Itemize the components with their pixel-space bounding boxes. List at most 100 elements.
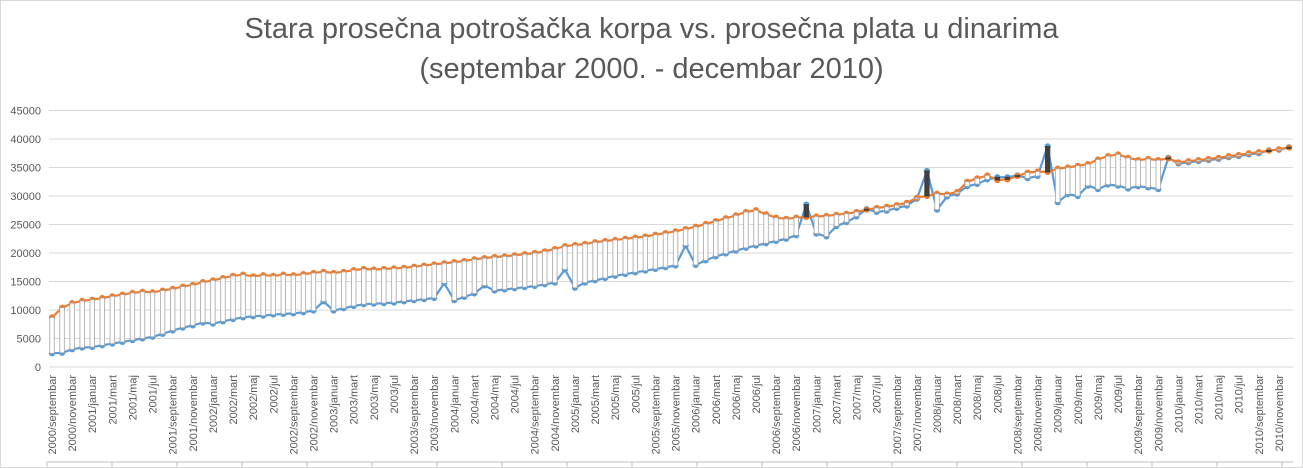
up-bar <box>1256 151 1262 154</box>
x-tick-label: 2008/septembar <box>1012 375 1024 455</box>
up-bar <box>1095 159 1101 190</box>
up-bar <box>642 236 649 272</box>
up-bar <box>582 243 588 284</box>
up-bar <box>692 226 699 266</box>
x-tick-label: 2003/septembar <box>409 375 421 455</box>
up-bar <box>954 191 960 195</box>
up-bar <box>562 245 568 270</box>
x-tick-label: 2004/jul <box>510 375 522 414</box>
up-bar <box>260 274 266 317</box>
x-tick-label: 2007/maj <box>852 375 864 420</box>
updown-bars <box>49 146 1292 354</box>
x-tick-label: 2002/januar <box>208 375 220 433</box>
x-tick-label: 2001/novembar <box>188 375 200 452</box>
up-bar <box>964 181 970 187</box>
up-bar <box>793 217 799 236</box>
x-tick-label: 2005/januar <box>570 375 582 433</box>
up-bar <box>1034 171 1041 177</box>
up-bar <box>210 279 216 325</box>
y-tick-label: 10000 <box>10 305 41 317</box>
up-bar <box>1215 157 1222 160</box>
series-plata-polyline <box>50 145 1291 355</box>
down-bar <box>1165 157 1171 160</box>
x-tick-label: 2009/septembar <box>1133 375 1145 455</box>
y-tick-label: 15000 <box>10 277 41 289</box>
x-tick-label: 2008/mart <box>952 375 964 425</box>
up-bar <box>240 274 246 318</box>
up-bar <box>682 228 689 246</box>
x-tick-label: 2009/novembar <box>1153 375 1165 452</box>
up-bar <box>441 262 447 284</box>
up-bar <box>1185 160 1192 163</box>
up-bar <box>743 211 749 249</box>
up-bar <box>914 197 920 200</box>
up-bar <box>431 263 437 299</box>
x-tick-label: 2010/januar <box>1173 375 1185 433</box>
x-tick-label: 2005/jul <box>630 375 642 414</box>
up-bar <box>371 269 377 305</box>
x-tick-label: 2001/januar <box>87 375 99 433</box>
x-tick-label: 2007/mart <box>831 375 843 425</box>
up-bar <box>401 267 407 302</box>
up-bar <box>230 275 236 320</box>
up-bar <box>773 217 779 242</box>
up-bar <box>1105 155 1111 186</box>
down-bar <box>1014 175 1021 178</box>
x-tick-label: 2008/novembar <box>1033 375 1045 452</box>
up-bar <box>843 213 850 223</box>
up-bar <box>1145 158 1151 188</box>
up-bar <box>974 177 980 185</box>
up-bar <box>713 220 719 257</box>
x-tick-label: 2002/jul <box>268 375 280 414</box>
up-bar <box>451 261 457 301</box>
up-bar <box>79 300 85 349</box>
x-tick-label: 2003/maj <box>369 375 381 420</box>
x-tick-label: 2010/mart <box>1193 375 1205 425</box>
up-bar <box>532 252 538 287</box>
down-bar <box>863 208 870 211</box>
up-bar <box>180 286 186 329</box>
down-bar <box>1004 176 1011 180</box>
up-bar <box>89 299 95 348</box>
down-bar <box>994 176 1001 181</box>
up-bar <box>783 218 789 240</box>
x-tick-label: 2008/jul <box>992 375 1004 414</box>
up-bar <box>280 274 286 315</box>
y-tick-label: 0 <box>35 362 41 374</box>
x-tick-label: 2009/jul <box>1113 375 1125 414</box>
x-tick-label: 2010/novembar <box>1274 375 1286 452</box>
x-tick-label: 2007/januar <box>811 375 823 433</box>
x-tick-label: 2004/januar <box>449 375 461 433</box>
up-bar <box>1065 167 1071 195</box>
up-bar <box>421 265 427 300</box>
up-bar <box>522 253 528 288</box>
up-bar <box>129 292 136 341</box>
up-bar <box>471 258 478 294</box>
x-tick-label: 2000/novembar <box>67 375 79 452</box>
up-bar <box>49 317 55 354</box>
up-bar <box>934 193 940 211</box>
up-bar <box>310 272 317 311</box>
x-tick-label: 2001/septembar <box>168 375 180 455</box>
x-tick-label: 2004/septembar <box>530 375 542 455</box>
up-bar <box>481 257 488 286</box>
up-bar <box>572 244 578 289</box>
up-bar <box>1276 148 1282 151</box>
up-bar <box>491 256 498 292</box>
x-tick-label: 2006/jul <box>751 375 763 414</box>
y-tick-label: 35000 <box>10 163 41 175</box>
up-bar <box>763 213 769 244</box>
y-tick-label: 5000 <box>17 334 41 346</box>
up-bar <box>1135 159 1141 187</box>
up-bar <box>220 277 226 322</box>
up-bar <box>944 193 950 197</box>
x-tick-label: 2001/jul <box>148 375 160 414</box>
y-axis-labels: 0 5000 10000 15000 20000 25000 30000 35000 40000… <box>10 106 41 375</box>
x-tick-label: 2009/maj <box>1093 375 1105 420</box>
up-bar <box>290 274 297 314</box>
x-tick-label: 2007/jul <box>872 375 884 414</box>
x-tick-label: 2007/septembar <box>892 375 904 455</box>
up-bar <box>542 250 548 285</box>
x-tick-label: 2004/maj <box>490 375 502 420</box>
